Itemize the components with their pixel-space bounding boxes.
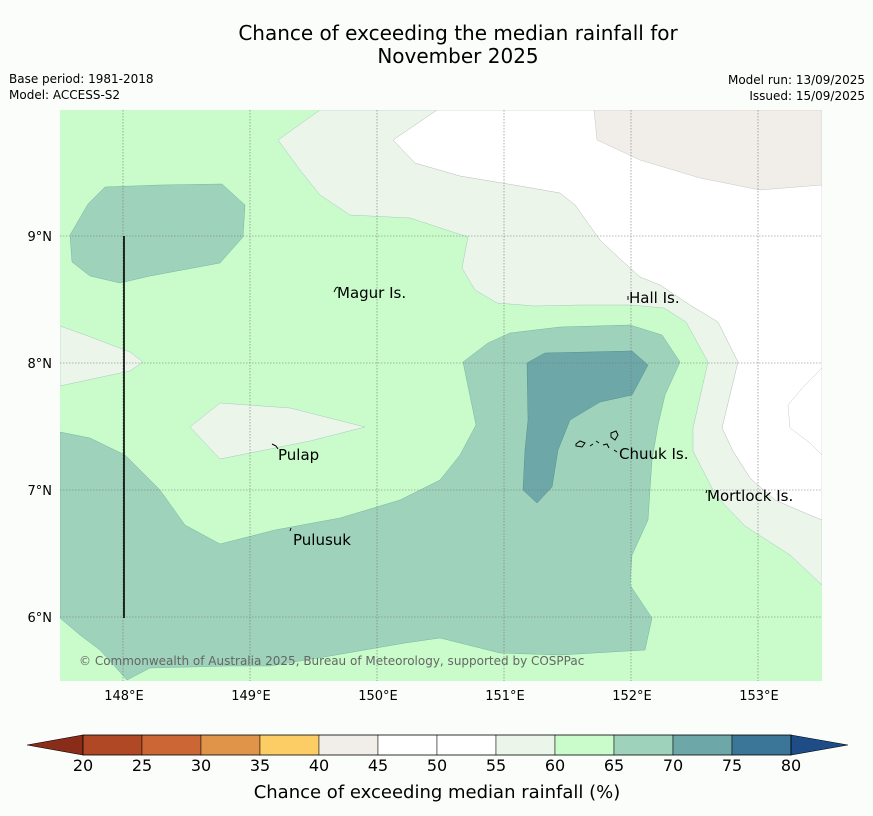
- colorbar-tick-label: 25: [132, 756, 152, 775]
- title-line-1: Chance of exceeding the median rainfall …: [238, 21, 678, 45]
- islands: [271, 286, 708, 532]
- lon-tick-labels: 148°E 149°E 150°E 151°E 152°E 153°E: [104, 689, 779, 704]
- copyright-credit: © Commonwealth of Australia 2025, Bureau…: [79, 654, 584, 668]
- colorbar-cell: [554, 734, 615, 756]
- place-hall: Hall Is.: [629, 289, 680, 307]
- colorbar-tick-label: 20: [73, 756, 93, 775]
- island-mortlock: [705, 489, 708, 494]
- map-title: Chance of exceeding the median rainfall …: [0, 22, 873, 68]
- place-pulap: Pulap: [278, 446, 319, 464]
- meta-left: Base period: 1981-2018 Model: ACCESS-S2: [9, 71, 154, 103]
- lat-tick-6: 6°N: [28, 611, 53, 626]
- colorbar-tick-label: 80: [781, 756, 801, 775]
- band-65-70-nw: [69, 183, 246, 284]
- lat-tick-labels: 9°N 8°N 7°N 6°N: [28, 230, 53, 626]
- colorbar-cell: [672, 734, 733, 756]
- place-chuuk: Chuuk Is.: [619, 445, 688, 463]
- map-area: [60, 110, 822, 681]
- issued-date: Issued: 15/09/2025: [749, 89, 865, 103]
- model-run: Model run: 13/09/2025: [727, 73, 865, 87]
- colorbar-cell: [82, 734, 143, 756]
- colorbar-frame: [82, 734, 792, 756]
- colorbar-cell: [436, 734, 497, 756]
- lon-tick-150: 150°E: [358, 689, 398, 704]
- colorbar-tick-label: 55: [486, 756, 506, 775]
- place-magur: Magur Is.: [337, 284, 406, 302]
- colorbar-tick-label: 65: [604, 756, 624, 775]
- island-chuuk: [575, 430, 619, 453]
- colorbar-ticks: 20 25 30 35 40 45 50 55 60 65 70 75 80: [73, 756, 801, 775]
- band-45-55-north: [392, 110, 822, 521]
- colorbar-cell: [200, 734, 261, 756]
- colorbar-cell: [377, 734, 438, 756]
- lon-tick-153: 153°E: [739, 689, 779, 704]
- band-65-70-south: [60, 324, 681, 681]
- colorbar-over-arrow: [790, 734, 849, 756]
- band-55-60-west: [60, 325, 144, 387]
- place-labels: Magur Is. Hall Is. Pulap Chuuk Is. Mortl…: [278, 284, 793, 549]
- colorbar-cell: [613, 734, 674, 756]
- island-pulap: [271, 443, 279, 450]
- colorbar-cell: [731, 734, 792, 756]
- colorbar-under-arrow: [26, 734, 84, 756]
- band-45-55-east-lobe: [787, 367, 822, 456]
- lon-tick-149: 149°E: [231, 689, 271, 704]
- colorbar-tick-label: 75: [722, 756, 742, 775]
- title-line-2: November 2025: [377, 44, 539, 68]
- band-40-45-ne: [593, 110, 822, 191]
- colorbar-tick-label: 50: [427, 756, 447, 775]
- island-pulusuk: [289, 527, 292, 532]
- colorbar-cells: [82, 734, 792, 756]
- colorbar-tick-label: 30: [191, 756, 211, 775]
- band-70-75-chuuk: [522, 350, 649, 504]
- colorbar-label: Chance of exceeding median rainfall (%): [254, 782, 621, 803]
- colorbar-tick-label: 40: [309, 756, 329, 775]
- colorbar-tick-label: 35: [250, 756, 270, 775]
- lat-tick-7: 7°N: [28, 484, 53, 499]
- colorbar: 20 25 30 35 40 45 50 55 60 65 70 75 80 Chance of exc…: [26, 734, 849, 803]
- colorbar-cell: [495, 734, 556, 756]
- colorbar-cell: [141, 734, 202, 756]
- colorbar-tick-label: 45: [368, 756, 388, 775]
- colorbar-cell: [318, 734, 379, 756]
- colorbar-tick-label: 70: [663, 756, 683, 775]
- lon-tick-148: 148°E: [104, 689, 144, 704]
- gridlines: [60, 110, 822, 681]
- island-magur: [333, 286, 339, 293]
- colorbar-tick-label: 60: [545, 756, 565, 775]
- base-period: Base period: 1981-2018: [9, 72, 154, 86]
- lat-tick-8: 8°N: [28, 357, 53, 372]
- band-55-60-pulap: [189, 402, 366, 460]
- place-mortlock: Mortlock Is.: [707, 487, 793, 505]
- lon-tick-151: 151°E: [485, 689, 525, 704]
- meta-right: Model run: 13/09/2025 Issued: 15/09/2025: [728, 72, 865, 104]
- lon-tick-152: 152°E: [612, 689, 652, 704]
- place-pulusuk: Pulusuk: [293, 531, 351, 549]
- model-name: Model: ACCESS-S2: [9, 88, 121, 102]
- colorbar-cell: [259, 734, 320, 756]
- lat-tick-9: 9°N: [28, 230, 53, 245]
